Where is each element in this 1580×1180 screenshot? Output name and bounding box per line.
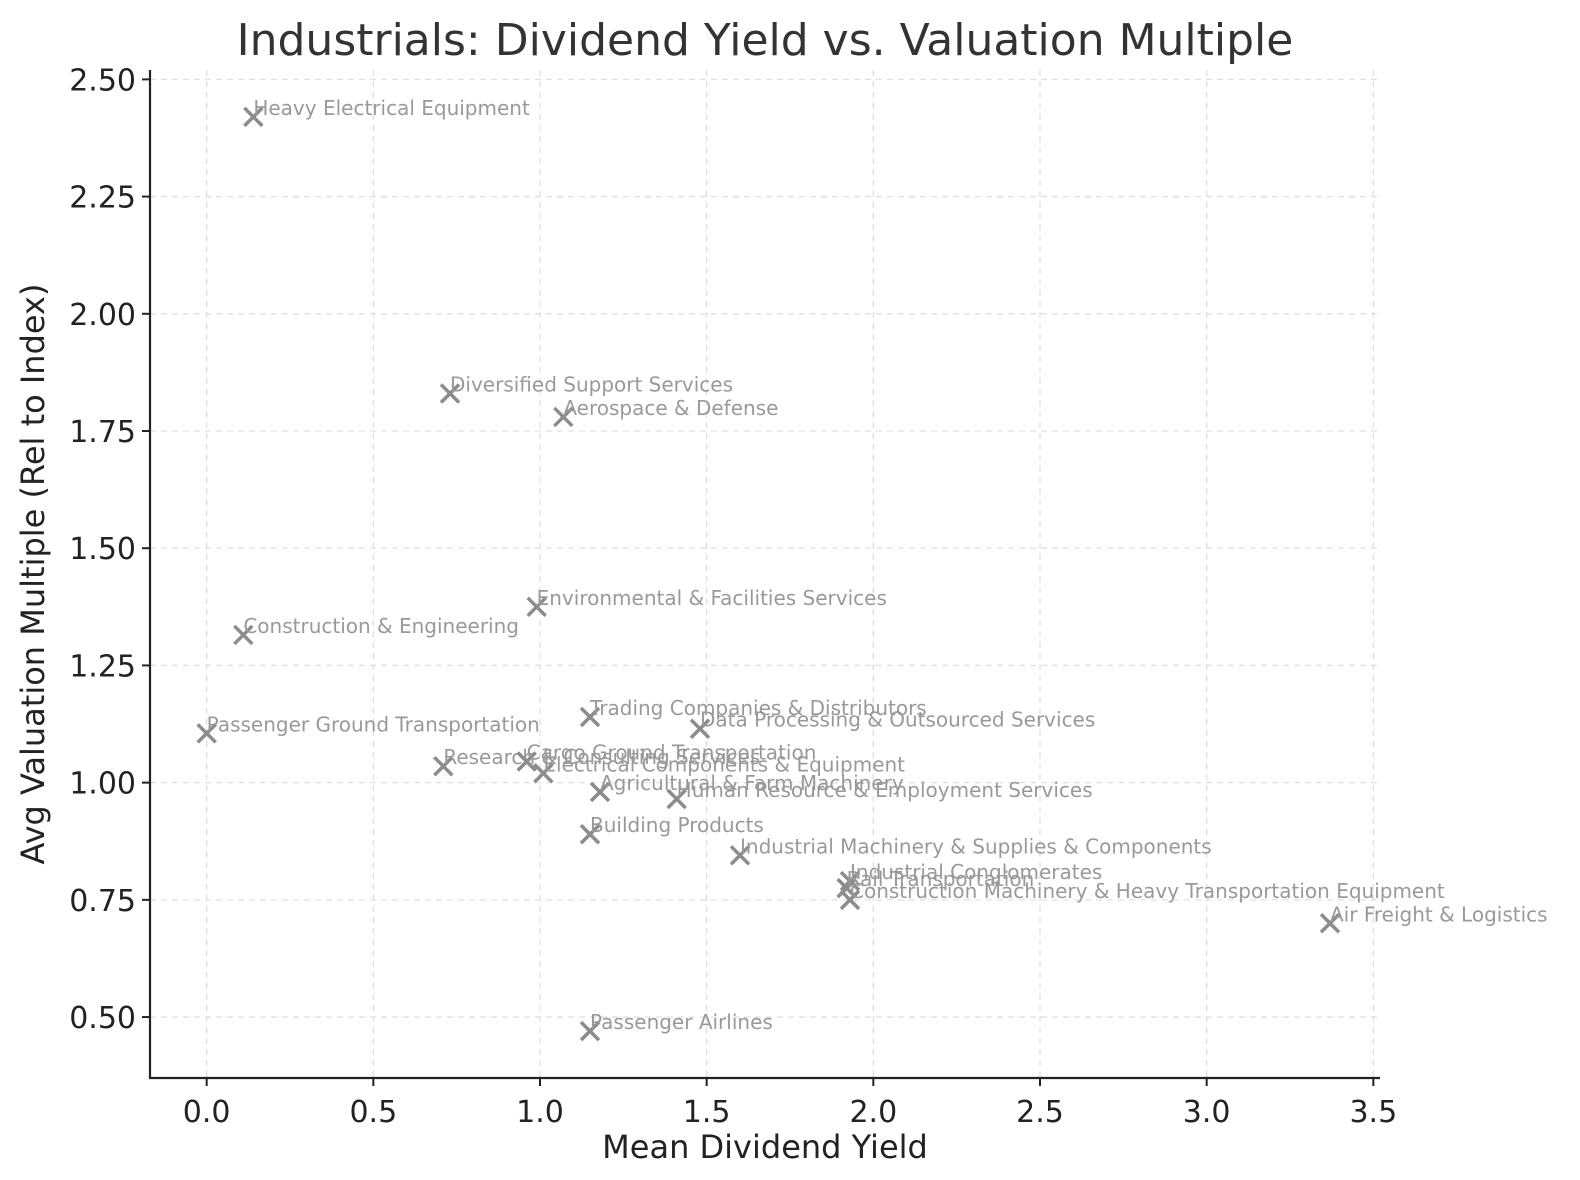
data-point-marker	[729, 845, 751, 866]
data-point-label: Data Processing & Outsourced Services	[700, 708, 1095, 732]
x-tick-label: 3.0	[1183, 1095, 1231, 1130]
axes-spines	[148, 70, 1380, 1080]
data-point-label: Electrical Components & Equipment	[543, 752, 905, 776]
data-point-marker	[589, 781, 611, 803]
chart-title: Industrials: Dividend Yield vs. Valuatio…	[237, 15, 1294, 66]
y-tick-label: 1.50	[69, 532, 136, 567]
data-point-marker	[243, 106, 264, 128]
data-point-marker	[233, 624, 254, 646]
data-point-marker	[579, 823, 601, 845]
data-point-label: Building Products	[590, 813, 764, 837]
axis-ticks: 0.0 0.5 1.0 1.5 2.0 2.5 3.0 3.5 0.50 0.75 1.00 1.25…	[69, 63, 1397, 1130]
y-tick-label: 2.50	[69, 63, 136, 98]
data-point-marker	[433, 755, 454, 777]
data-point-label: Air Freight & Logistics	[1330, 902, 1548, 926]
data-point-label: Diversified Support Services	[450, 372, 733, 396]
data-point-label: Industrial Machinery & Supplies & Compon…	[740, 834, 1212, 858]
x-tick-label: 2.0	[849, 1095, 897, 1130]
x-tick-label: 0.0	[183, 1095, 231, 1130]
data-point-label: Trading Companies & Distributors	[589, 696, 927, 720]
data-point-marker	[516, 751, 537, 772]
y-tick-label: 1.25	[69, 649, 136, 684]
data-point-label: Rail Transportation	[847, 867, 1035, 891]
data-point-marker	[553, 406, 574, 428]
data-point-marker	[579, 1020, 601, 1042]
grid-lines	[150, 70, 1380, 1078]
data-point-label: Research & Consulting Services	[443, 745, 760, 769]
data-points: Heavy Electrical Equipment Diversified Su…	[196, 96, 1548, 1042]
x-tick-label: 3.5	[1349, 1095, 1397, 1130]
y-tick-label: 1.00	[69, 767, 136, 802]
data-point-label: Heavy Electrical Equipment	[253, 96, 530, 120]
data-point-marker	[839, 889, 861, 911]
y-tick-label: 2.25	[69, 181, 136, 216]
data-point-label: Aerospace & Defense	[563, 396, 778, 420]
data-point-label: Passenger Airlines	[590, 1010, 773, 1034]
data-point-label: Construction Machinery & Heavy Transport…	[850, 879, 1445, 903]
x-tick-label: 1.5	[683, 1095, 731, 1130]
y-tick-label: 0.75	[69, 884, 136, 919]
data-point-marker	[533, 763, 554, 784]
y-tick-label: 2.00	[69, 298, 136, 333]
y-tick-label: 1.75	[69, 415, 136, 450]
x-tick-label: 0.5	[349, 1095, 397, 1130]
x-axis-label: Mean Dividend Yield	[602, 1128, 928, 1166]
data-point-label: Industrial Conglomerates	[850, 860, 1102, 884]
data-point-label: Passenger Ground Transportation	[207, 712, 540, 736]
x-tick-label: 2.5	[1016, 1095, 1064, 1130]
y-tick-label: 0.50	[69, 1001, 136, 1036]
data-point-marker	[196, 723, 217, 744]
data-point-marker	[579, 706, 601, 728]
data-point-marker	[666, 788, 687, 810]
data-point-marker	[1319, 913, 1341, 934]
data-point-marker	[439, 383, 461, 404]
x-tick-label: 1.0	[516, 1095, 564, 1130]
data-point-marker	[836, 877, 857, 899]
data-point-label: Agricultural & Farm Machinery	[600, 771, 904, 795]
y-axis-label: Avg Valuation Multiple (Rel to Index)	[14, 284, 52, 865]
data-point-label: Construction & Engineering	[243, 614, 519, 638]
data-point-marker	[526, 596, 547, 618]
data-point-marker	[689, 718, 711, 739]
data-point-label: Human Resource & Employment Services	[677, 778, 1093, 802]
data-point-label: Environmental & Facilities Services	[537, 586, 887, 610]
data-point-label: Cargo Ground Transportation	[527, 741, 817, 765]
